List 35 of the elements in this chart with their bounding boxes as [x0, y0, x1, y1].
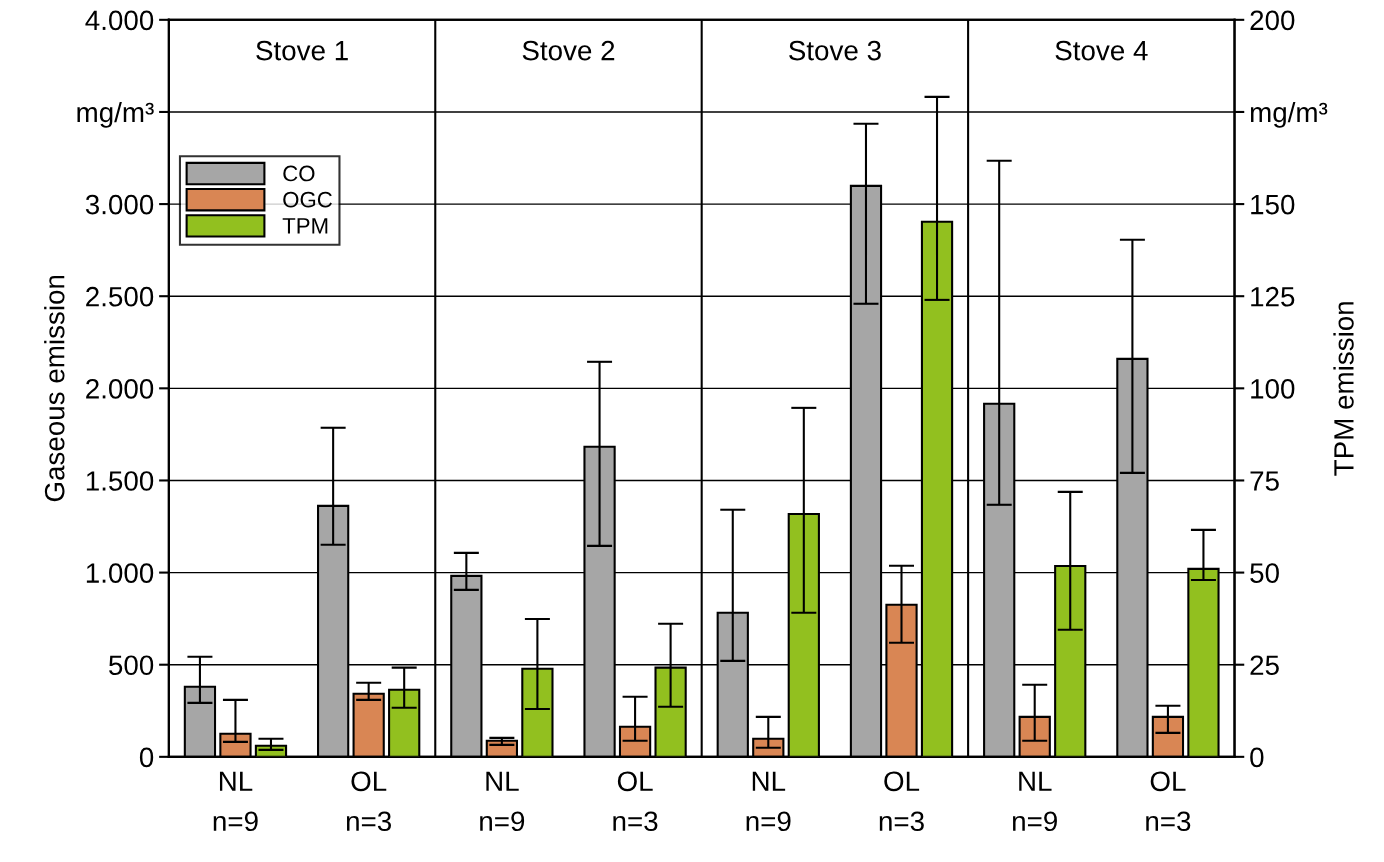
y-tick-label: 2.500 [86, 286, 154, 307]
y-tick-label: 4.000 [85, 10, 154, 31]
y2-tick-label: 50 [1250, 563, 1279, 583]
y-tick-label: 2.000 [86, 379, 154, 399]
y-tick-label: mg/m³ [77, 101, 154, 128]
y2-axis-title: TPM emission [1333, 302, 1354, 476]
y2-tick-label: 100 [1251, 379, 1295, 399]
annotation: Stove 4 [1055, 40, 1148, 61]
y2-tick-label: 75 [1250, 471, 1279, 491]
annotation: Stove 1 [256, 40, 348, 61]
annotation: Stove 3 [789, 40, 881, 61]
x-tick-label: OL n=3 [346, 771, 391, 832]
y2-tick-label: 25 [1250, 655, 1279, 676]
y2-tick-label: 150 [1251, 194, 1295, 215]
y2-tick-label: 125 [1251, 286, 1295, 307]
legend-label: OGC [283, 191, 332, 208]
y-tick-label: 1.000 [86, 563, 154, 583]
y-tick-label: 0 [139, 747, 154, 768]
y2-tick-label: 0 [1250, 747, 1264, 768]
y2-tick-label: mg/m³ [1250, 101, 1328, 128]
y2-tick-label: 200 [1250, 10, 1295, 31]
x-tick-label: NL n=9 [213, 771, 258, 832]
y-axis-title: Gaseous emission [44, 275, 65, 502]
annotation: Stove 2 [522, 40, 615, 61]
x-tick-label: OL n=3 [879, 771, 924, 832]
y-tick-label: 3.000 [85, 194, 154, 215]
legend-label: TPM [282, 218, 328, 234]
y-tick-label: 500 [109, 655, 154, 676]
x-tick-label: NL n=9 [1013, 771, 1057, 832]
x-tick-label: NL n=9 [746, 771, 791, 832]
x-tick-label: NL n=9 [480, 771, 525, 832]
x-tick-label: OL n=3 [1146, 771, 1191, 832]
y-tick-label: 1.500 [86, 471, 154, 491]
legend-label: CO [283, 165, 315, 182]
x-tick-label: OL n=3 [613, 771, 658, 832]
